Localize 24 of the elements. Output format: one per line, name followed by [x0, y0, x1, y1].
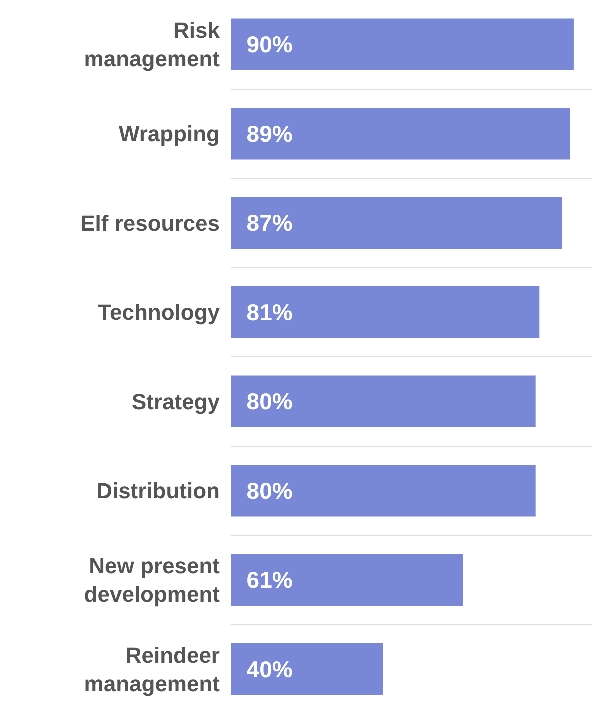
bar: [231, 18, 574, 71]
y-tick-label: New present development: [84, 554, 221, 608]
bar: [231, 464, 536, 517]
y-tick-label: Risk management: [84, 18, 221, 72]
bar: [231, 108, 570, 160]
bar: [231, 554, 464, 606]
bar: [231, 376, 536, 428]
data-label: 87%: [234, 210, 293, 236]
y-tick-label: Strategy: [132, 389, 221, 414]
y-tick-label: Technology: [98, 300, 221, 326]
data-label: 80%: [234, 478, 293, 504]
y-tick-label: Elf resources: [80, 210, 220, 236]
bar: [231, 643, 384, 696]
data-label: 89%: [234, 120, 293, 147]
bar: [231, 197, 563, 250]
y-tick-label: Wrapping: [118, 122, 220, 147]
data-label: 81%: [234, 299, 293, 326]
data-label: 40%: [234, 656, 293, 682]
bar: [231, 286, 540, 338]
y-tick-label: Distribution: [96, 478, 220, 504]
data-label: 90%: [234, 32, 293, 58]
data-label: 61%: [234, 567, 293, 594]
data-label: 80%: [234, 388, 293, 415]
y-tick-label: Reindeer management: [84, 642, 221, 696]
